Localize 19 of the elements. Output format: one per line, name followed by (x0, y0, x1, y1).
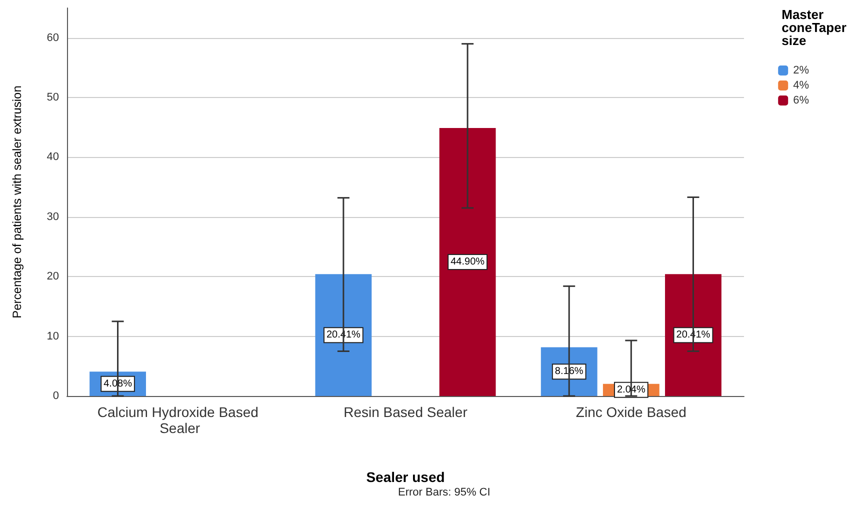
bar (439, 128, 496, 396)
y-axis-title: Percentage of patients with sealer extrusion (10, 86, 24, 318)
x-axis-title: Sealer used (366, 469, 445, 485)
y-tick-label: 20 (46, 270, 59, 283)
legend-title: Master coneTaper size (782, 7, 850, 48)
y-tick-label: 30 (46, 210, 59, 223)
text: Error Bars: 95% CI (398, 486, 490, 498)
legend-label: 6% (793, 94, 810, 106)
y-tick-label: 50 (46, 92, 59, 104)
data-label: 44.90% (450, 256, 485, 268)
legend-label: 2% (793, 64, 810, 76)
x-tick-label: Calcium Hydroxide Based Sealer (97, 404, 262, 436)
legend-label: 4% (793, 80, 810, 92)
y-tick-label: 60 (46, 32, 59, 44)
x-tick-label: Zinc Oxide Based (576, 404, 686, 420)
y-tick-label: 0 (52, 390, 59, 402)
y-tick-label: 40 (46, 151, 59, 164)
x-tick-label: Resin Based Sealer (344, 404, 468, 420)
y-tick-label: 10 (46, 330, 59, 342)
